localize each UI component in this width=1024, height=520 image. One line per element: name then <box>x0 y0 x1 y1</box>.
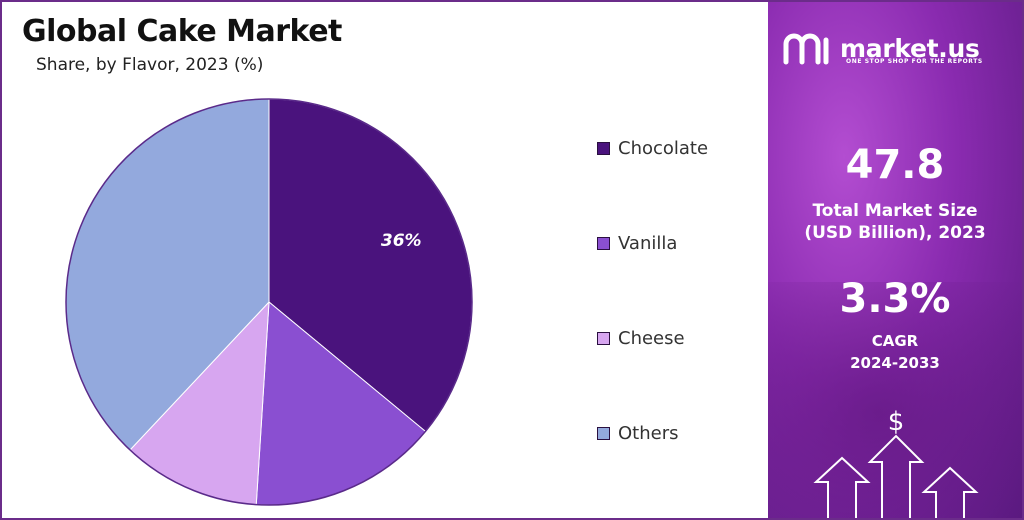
legend-label-cheese: Cheese <box>618 328 685 349</box>
market-size-label-line2: (USD Billion), 2023 <box>804 223 986 243</box>
market-size-label-line1: Total Market Size <box>812 201 978 221</box>
legend-swatch-cheese <box>597 332 610 345</box>
pie-outline <box>65 98 473 506</box>
cagr-label-line2: 2024-2033 <box>850 354 940 372</box>
market-size-value: 47.8 <box>845 142 945 188</box>
legend-label-vanilla: Vanilla <box>618 233 678 254</box>
chart-title: Global Cake Market <box>22 14 342 49</box>
legend-item-others: Others <box>597 423 679 444</box>
legend-swatch-chocolate <box>597 142 610 155</box>
brand-logo: market.us <box>782 30 980 66</box>
cagr-value: 3.3% <box>839 276 951 322</box>
legend: Chocolate Vanilla Cheese Others <box>597 0 767 520</box>
summary-panel: market.us ONE STOP SHOP FOR THE REPORTS … <box>768 2 1022 518</box>
legend-swatch-others <box>597 427 610 440</box>
pie-chart: 36% <box>65 98 473 506</box>
data-label-chocolate: 36% <box>381 231 422 251</box>
brand-name: market.us <box>840 33 980 63</box>
legend-swatch-vanilla <box>597 237 610 250</box>
legend-label-others: Others <box>618 423 679 444</box>
growth-arrows-icon: $ <box>813 407 979 518</box>
dollar-icon: $ <box>888 407 905 437</box>
chart-subtitle: Share, by Flavor, 2023 (%) <box>36 55 264 75</box>
legend-item-cheese: Cheese <box>597 328 685 349</box>
legend-item-chocolate: Chocolate <box>597 138 708 159</box>
legend-item-vanilla: Vanilla <box>597 233 677 254</box>
cagr-label-line1: CAGR <box>871 332 919 350</box>
market-us-logo-icon <box>783 33 829 65</box>
legend-label-chocolate: Chocolate <box>618 138 709 159</box>
chart-area: Global Cake Market Share, by Flavor, 202… <box>22 0 767 520</box>
brand-tagline: ONE STOP SHOP FOR THE REPORTS <box>846 58 983 65</box>
